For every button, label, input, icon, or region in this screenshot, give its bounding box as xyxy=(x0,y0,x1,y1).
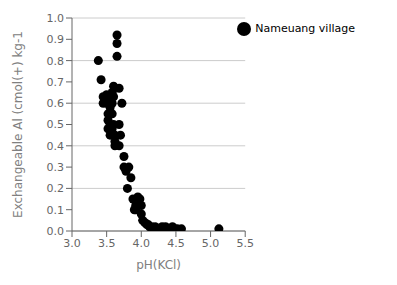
svg-text:0.9: 0.9 xyxy=(47,33,65,46)
svg-text:0.5: 0.5 xyxy=(47,118,65,131)
svg-text:0.4: 0.4 xyxy=(47,140,65,153)
svg-text:0.2: 0.2 xyxy=(47,182,65,195)
svg-text:0.8: 0.8 xyxy=(47,55,65,68)
svg-text:0.1: 0.1 xyxy=(47,204,65,217)
svg-text:Exchangeable Al (cmol(+) kg-1: Exchangeable Al (cmol(+) kg-1 xyxy=(11,31,25,218)
svg-text:4.0: 4.0 xyxy=(133,237,151,250)
svg-text:5.5: 5.5 xyxy=(236,237,254,250)
svg-text:1.0: 1.0 xyxy=(47,12,65,25)
svg-text:3.0: 3.0 xyxy=(63,237,81,250)
svg-text:4.5: 4.5 xyxy=(167,237,185,250)
svg-text:0.7: 0.7 xyxy=(47,76,65,89)
svg-text:0.0: 0.0 xyxy=(47,225,65,238)
svg-text:0.6: 0.6 xyxy=(47,97,65,110)
svg-text:3.5: 3.5 xyxy=(98,237,116,250)
svg-text:5.0: 5.0 xyxy=(202,237,220,250)
html-text:Nameuang village: Nameuang village xyxy=(255,22,355,35)
svg-text:pH(KCl): pH(KCl) xyxy=(136,258,181,272)
svg-text:0.3: 0.3 xyxy=(47,161,65,174)
